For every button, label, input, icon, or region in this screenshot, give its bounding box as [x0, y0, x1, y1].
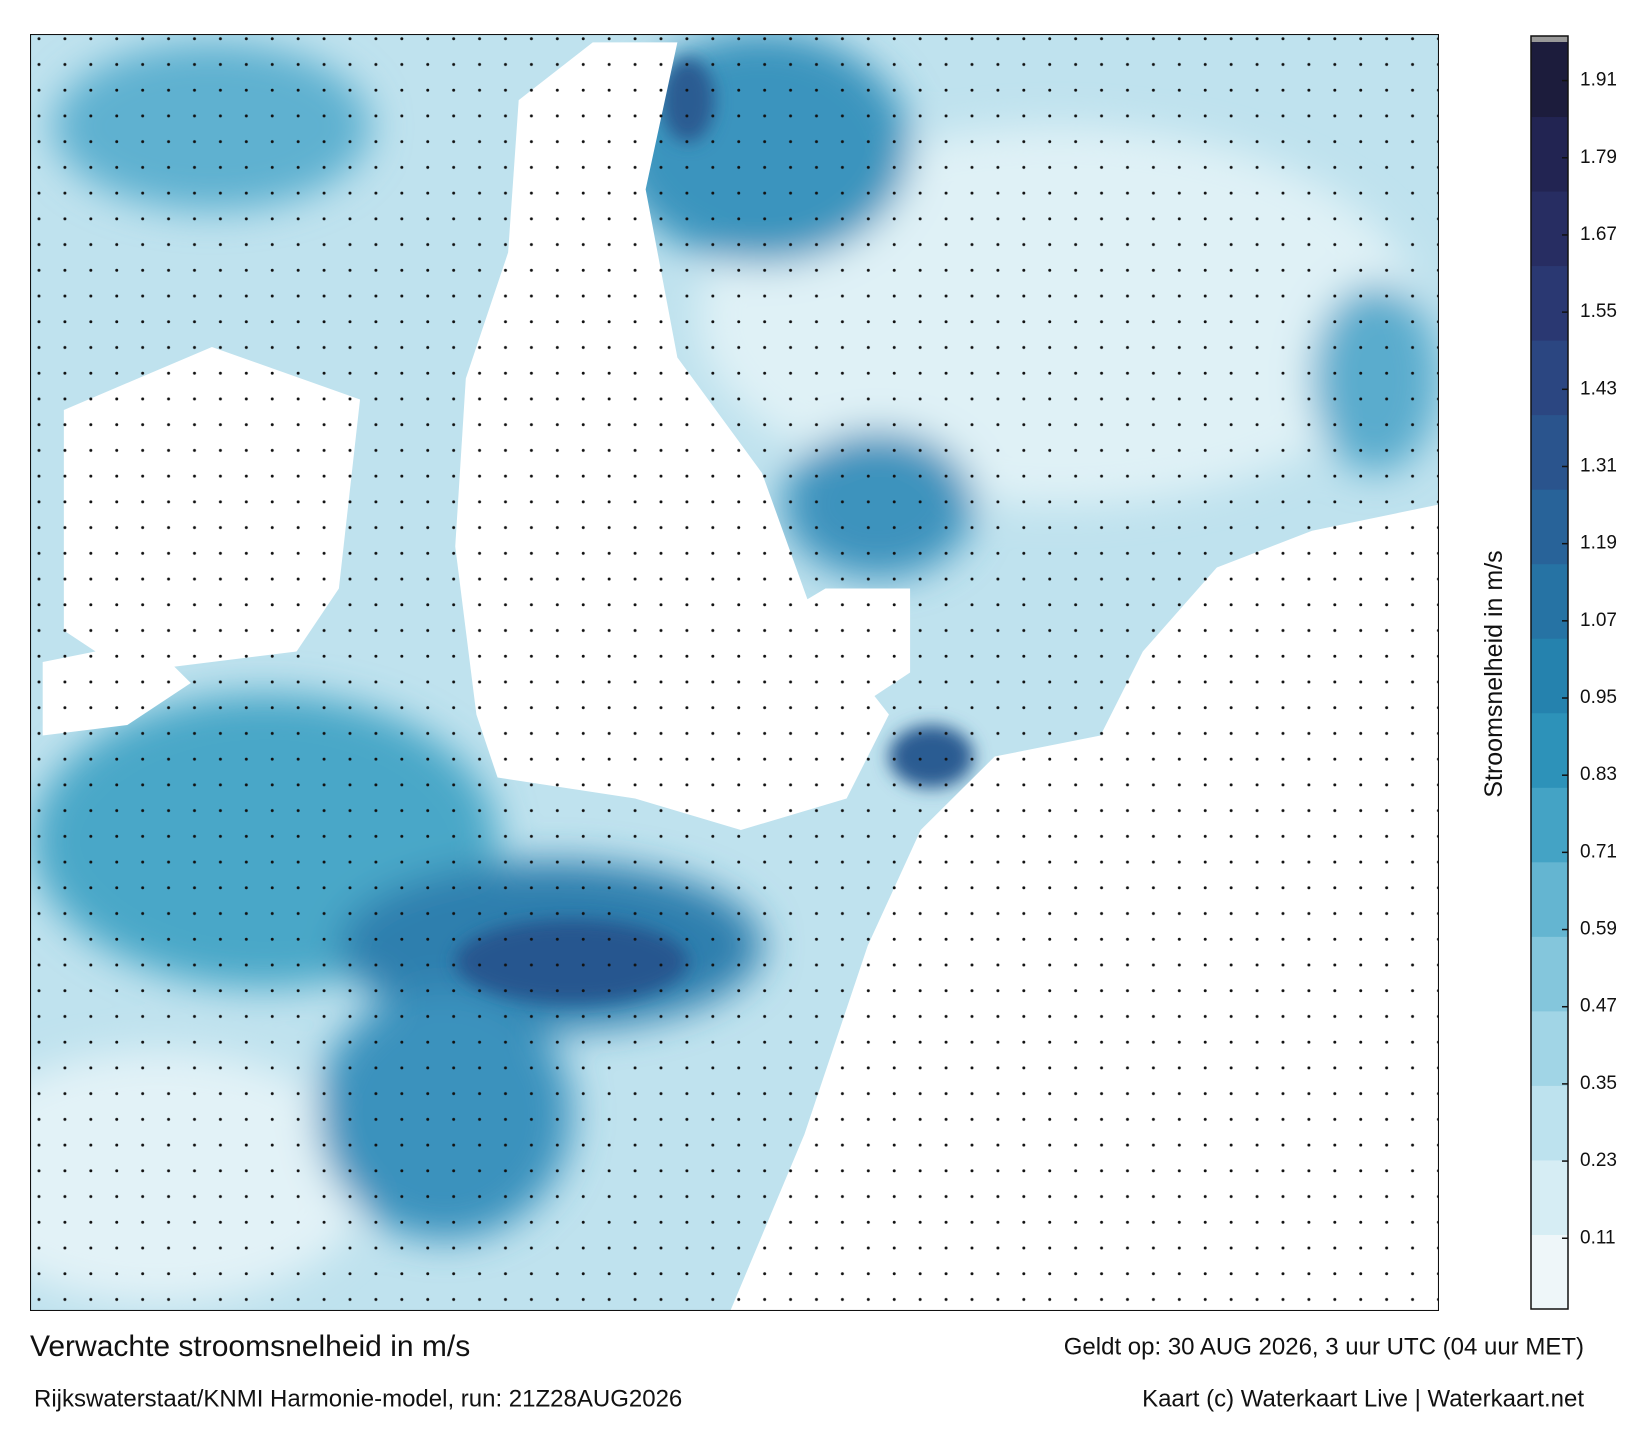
colorbar-tick-label: 1.91 — [1580, 70, 1617, 91]
valid-time: Geldt op: 30 AUG 2026, 3 uur UTC (04 uur… — [1064, 1333, 1584, 1360]
colorbar: 0.11 0.23 0.35 0.47 0.59 0.71 0.83 0.95 1.07 1.19… — [1530, 35, 1617, 1310]
colorbar-label: Stroomsnelheid in m/s — [1480, 550, 1508, 797]
subtitle: Rijkswaterstaat/KNMI Harmonie-model, run… — [34, 1385, 682, 1412]
colorbar-band — [1531, 116, 1568, 192]
colorbar-band — [1531, 1085, 1568, 1161]
colorbar-tick-label: 1.19 — [1580, 533, 1617, 554]
colorbar-tick-label: 0.47 — [1580, 996, 1617, 1017]
colorbar-tick-label: 0.35 — [1580, 1073, 1617, 1094]
colorbar-band — [1531, 712, 1568, 788]
colorbar-cap — [1531, 36, 1568, 42]
colorbar-band — [1531, 1234, 1568, 1310]
colorbar-band — [1531, 638, 1568, 714]
colorbar-band — [1531, 861, 1568, 937]
colorbar-band — [1531, 265, 1568, 341]
colorbar-tick-label: 0.59 — [1580, 919, 1617, 940]
colorbar-band — [1531, 340, 1568, 416]
colorbar-band — [1531, 787, 1568, 863]
colorbar-band — [1531, 563, 1568, 639]
colorbar-tick-label: 0.95 — [1580, 687, 1617, 708]
colorbar-band — [1531, 1010, 1568, 1086]
colorbar-band — [1531, 489, 1568, 565]
colorbar-band — [1531, 42, 1568, 118]
colorbar-tick-label: 0.83 — [1580, 764, 1617, 785]
title: Verwachte stroomsnelheid in m/s — [30, 1330, 470, 1363]
colorbar-tick-label: 1.79 — [1580, 147, 1617, 168]
credit: Kaart (c) Waterkaart Live | Waterkaart.n… — [1142, 1385, 1584, 1412]
colorbar-tick-label: 1.07 — [1580, 610, 1617, 631]
colorbar-tick-label: 1.55 — [1580, 301, 1617, 322]
colorbar-band — [1531, 1159, 1568, 1235]
colorbar-tick-label: 0.11 — [1580, 1227, 1616, 1248]
colorbar-band — [1531, 414, 1568, 490]
colorbar-band — [1531, 936, 1568, 1012]
colorbar-frame — [1530, 35, 1569, 1310]
map-frame — [30, 34, 1439, 1311]
colorbar-tick-label: 1.43 — [1580, 378, 1617, 399]
colorbar-tick-label: 1.67 — [1580, 224, 1617, 245]
colorbar-tick-label: 1.31 — [1580, 455, 1617, 476]
map — [30, 34, 1439, 1311]
vector-grid — [30, 34, 1439, 1311]
colorbar-tick-label: 0.23 — [1580, 1150, 1617, 1171]
colorbar-tick-label: 0.71 — [1580, 841, 1617, 862]
colorbar-band — [1531, 191, 1568, 267]
